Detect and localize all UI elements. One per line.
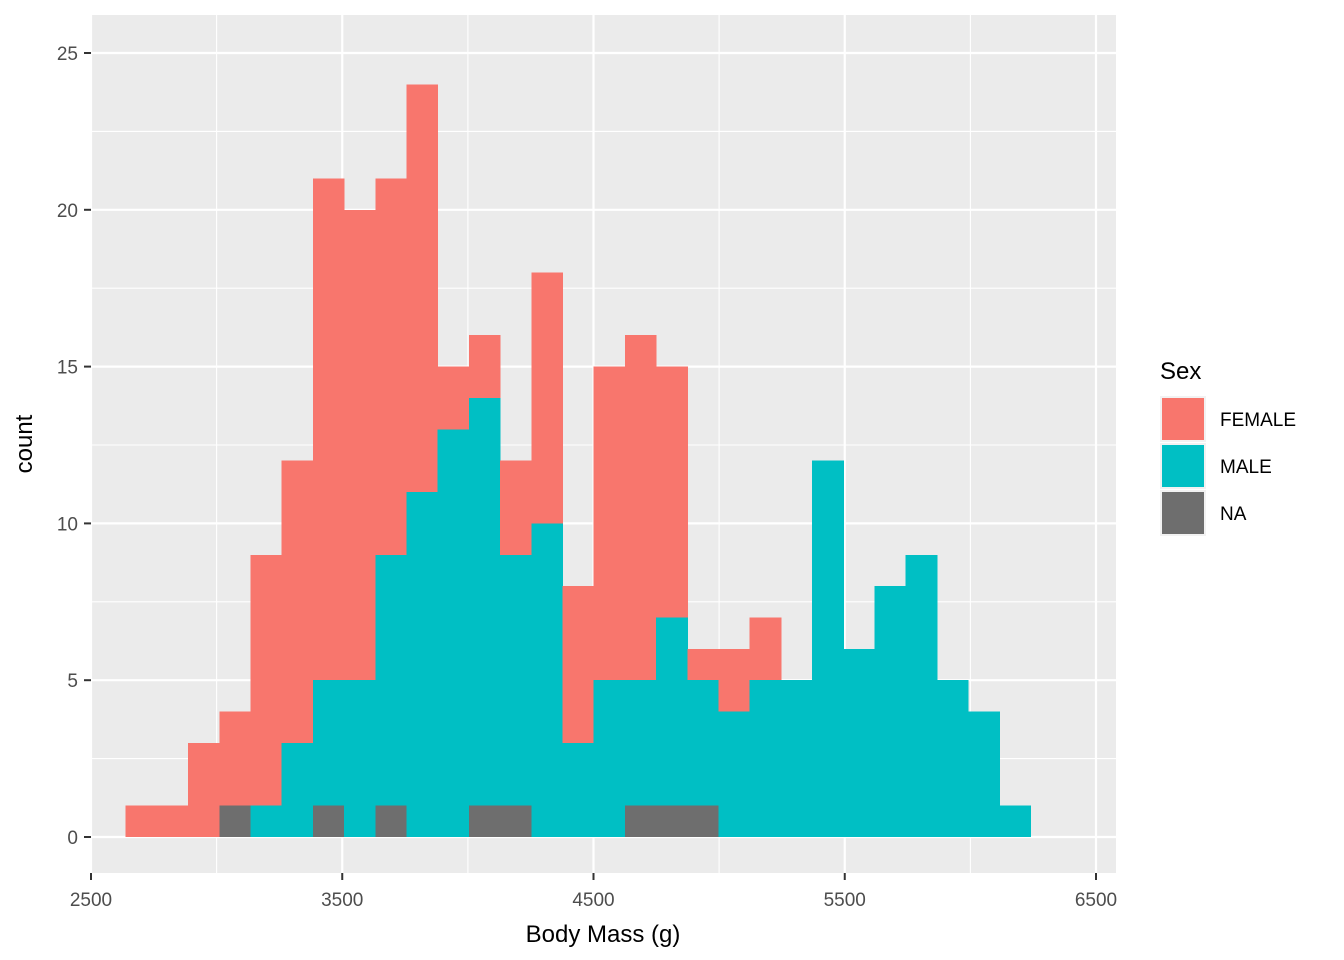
bar-na <box>312 805 345 837</box>
x-axis-title: Body Mass (g) <box>526 921 681 948</box>
legend-swatch-na <box>1162 492 1204 534</box>
legend: Sex FEMALE MALE NA <box>1160 358 1296 536</box>
legend-title: Sex <box>1160 358 1201 385</box>
bar-male <box>749 680 782 837</box>
bar-male <box>468 397 501 806</box>
bar-female <box>624 335 657 681</box>
x-axis: 2500 3500 4500 5500 6500 <box>70 873 1117 911</box>
bar-female <box>687 648 720 681</box>
y-axis-title: count <box>11 414 38 473</box>
bar-female <box>188 742 220 837</box>
bar-male <box>968 711 1000 837</box>
x-tick-label: 5500 <box>824 890 866 911</box>
bar-female <box>718 648 751 712</box>
bar-na <box>219 805 251 837</box>
bar-female <box>749 617 782 681</box>
bar-female <box>250 554 283 806</box>
bar-male <box>656 617 688 806</box>
x-tick-label: 3500 <box>321 890 363 911</box>
bar-male <box>624 680 657 806</box>
bar-female <box>468 335 501 398</box>
bar-female <box>656 366 688 618</box>
bar-male <box>281 742 314 837</box>
bar-female <box>531 272 563 524</box>
y-tick-label: 10 <box>57 514 78 535</box>
bar-male <box>812 460 844 837</box>
bar-male <box>936 680 969 837</box>
bar-male <box>344 680 376 837</box>
bar-male <box>375 554 407 806</box>
bar-female <box>281 460 314 743</box>
bar-na <box>687 805 720 837</box>
bar-male <box>780 680 813 837</box>
bar-male <box>687 680 720 806</box>
bar-male <box>562 742 595 837</box>
bar-female <box>437 366 470 430</box>
y-tick-label: 0 <box>67 828 78 849</box>
y-tick-label: 25 <box>57 44 78 65</box>
bar-na <box>468 805 501 837</box>
legend-swatch-female <box>1162 398 1204 440</box>
y-tick-label: 15 <box>57 358 78 379</box>
legend-label-female: FEMALE <box>1220 410 1296 431</box>
bar-female <box>312 178 345 681</box>
bar-male <box>999 805 1032 837</box>
y-tick-label: 5 <box>67 671 78 692</box>
legend-label-male: MALE <box>1220 457 1272 478</box>
y-axis: 0 5 10 15 20 25 <box>57 44 91 849</box>
bar-female <box>593 366 626 681</box>
bar-na <box>500 805 532 837</box>
bar-male <box>874 586 907 837</box>
bar-male <box>905 554 938 837</box>
bar-male <box>843 648 876 837</box>
bar-male <box>593 680 626 837</box>
bar-female <box>500 460 532 555</box>
bar-male <box>531 523 563 837</box>
x-tick-label: 2500 <box>70 890 112 911</box>
bar-female <box>219 711 251 806</box>
bar-female <box>344 209 376 681</box>
bar-male <box>312 680 345 806</box>
y-tick-label: 20 <box>57 201 78 222</box>
bar-female <box>156 805 189 837</box>
bar-female <box>562 586 595 743</box>
bar-na <box>624 805 657 837</box>
bar-female <box>125 805 158 837</box>
bar-female <box>406 84 439 493</box>
x-tick-label: 6500 <box>1075 890 1117 911</box>
bar-male <box>406 492 439 837</box>
bar-male <box>250 805 283 837</box>
bar-male <box>718 711 751 837</box>
bar-female <box>375 178 407 555</box>
legend-swatch-male <box>1162 445 1204 487</box>
bar-na <box>656 805 688 837</box>
bar-male <box>437 429 470 837</box>
legend-label-na: NA <box>1220 504 1247 525</box>
bar-male <box>500 554 532 806</box>
histogram-bars <box>125 84 1032 837</box>
bar-na <box>375 805 407 837</box>
x-tick-label: 4500 <box>572 890 614 911</box>
